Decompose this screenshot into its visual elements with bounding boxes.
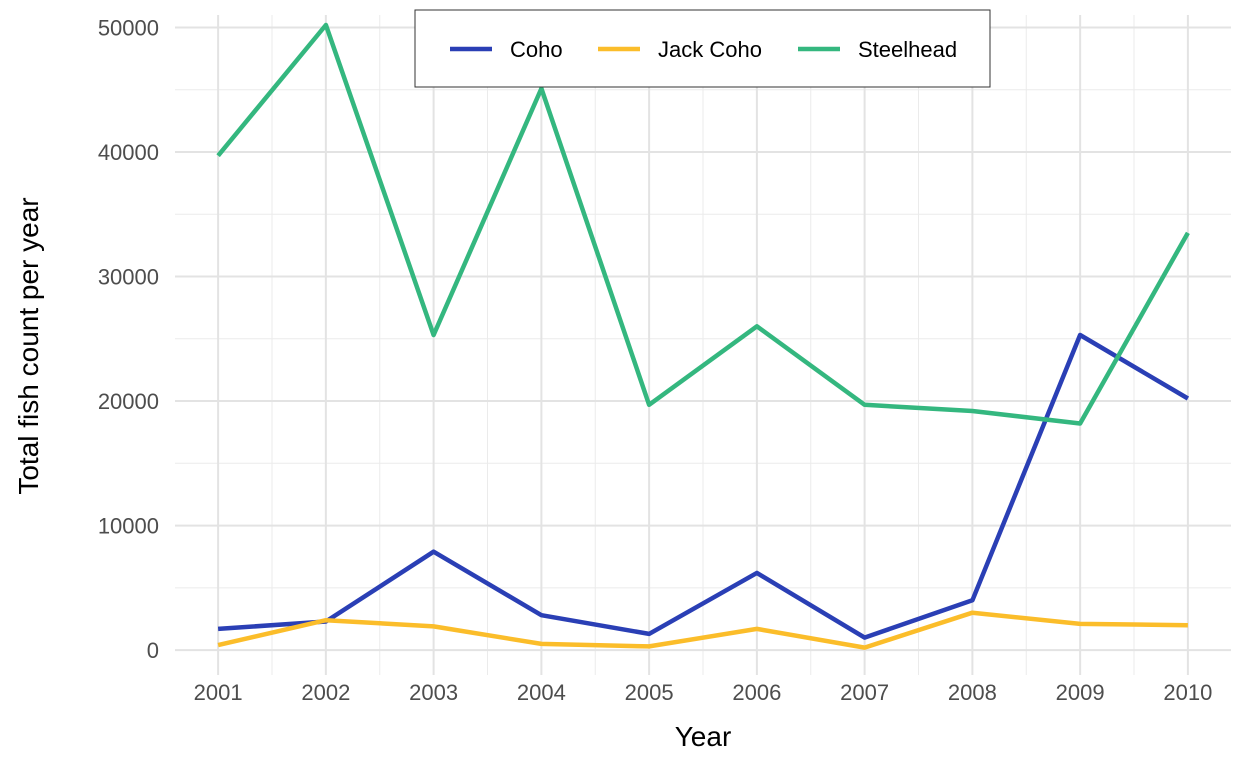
x-tick-label: 2008 <box>948 680 997 705</box>
x-tick-label: 2009 <box>1056 680 1105 705</box>
x-tick-label: 2001 <box>194 680 243 705</box>
series-line-jack-coho <box>217 610 1188 650</box>
y-tick-label: 40000 <box>98 140 159 165</box>
y-axis-tick-labels: 0 10000 20000 30000 40000 50000 <box>98 15 159 663</box>
y-tick-label: 50000 <box>98 15 159 40</box>
legend-label-coho: Coho <box>510 37 563 62</box>
x-tick-label: 2006 <box>732 680 781 705</box>
minor-gridlines <box>175 15 1231 675</box>
y-tick-label: 0 <box>147 638 159 663</box>
y-axis-title: Total fish count per year <box>13 197 44 494</box>
x-tick-label: 2007 <box>840 680 889 705</box>
x-tick-label: 2003 <box>409 680 458 705</box>
series-line-coho <box>217 332 1190 640</box>
x-tick-label: 2002 <box>301 680 350 705</box>
legend: Coho Jack Coho Steelhead <box>414 9 991 88</box>
legend-label-steelhead: Steelhead <box>858 37 957 62</box>
series-lines <box>216 22 1190 650</box>
y-tick-label: 10000 <box>98 514 159 539</box>
y-tick-label: 20000 <box>98 389 159 414</box>
x-axis-title: Year <box>675 721 732 752</box>
y-tick-label: 30000 <box>98 265 159 290</box>
x-tick-label: 2004 <box>517 680 566 705</box>
legend-box <box>414 9 991 88</box>
x-tick-label: 2010 <box>1163 680 1212 705</box>
x-axis-tick-labels: 2001 2002 2003 2004 2005 2006 2007 2008 2009 2010 <box>194 680 1213 705</box>
x-tick-label: 2005 <box>625 680 674 705</box>
legend-label-jack-coho: Jack Coho <box>658 37 762 62</box>
legend-items: Coho Jack Coho Steelhead <box>450 37 957 62</box>
series-line-steelhead <box>216 22 1190 426</box>
